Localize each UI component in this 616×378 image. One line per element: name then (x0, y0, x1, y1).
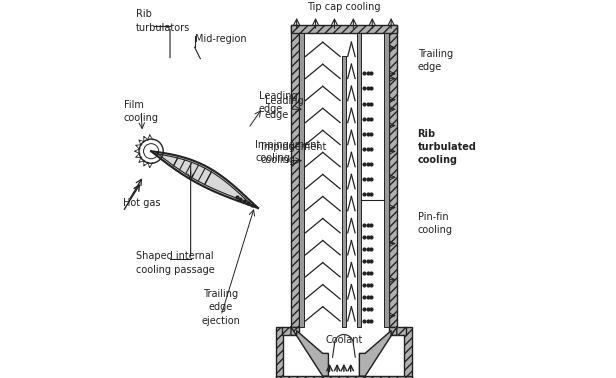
Text: Leading: Leading (264, 96, 303, 106)
Text: cooling: cooling (418, 155, 458, 165)
Text: edge: edge (259, 104, 283, 114)
Text: ejection: ejection (201, 316, 240, 325)
Text: cooling: cooling (255, 153, 290, 163)
Polygon shape (151, 151, 258, 208)
Text: edge: edge (264, 110, 289, 119)
Bar (276, 327, 283, 378)
Bar (299, 33, 304, 327)
Bar (291, 25, 397, 33)
Text: cooling passage: cooling passage (136, 265, 215, 274)
Text: Impingement: Impingement (261, 142, 326, 152)
Polygon shape (291, 327, 328, 376)
Text: cooling: cooling (261, 155, 296, 165)
Text: turbulators: turbulators (136, 23, 190, 33)
Bar (323, 376, 365, 378)
Bar (276, 376, 412, 378)
Text: Coolant: Coolant (325, 335, 363, 344)
Text: Trailing: Trailing (418, 49, 453, 59)
Text: Mid-region: Mid-region (195, 34, 246, 44)
Text: cooling: cooling (124, 113, 158, 123)
Text: Trailing: Trailing (203, 289, 238, 299)
Text: Leading: Leading (259, 91, 298, 101)
Text: cooling: cooling (418, 225, 453, 235)
Bar (357, 33, 361, 327)
Bar (404, 327, 412, 378)
Bar (282, 327, 299, 335)
Text: Impingement: Impingement (255, 140, 320, 150)
Text: Rib: Rib (136, 9, 152, 19)
Bar (384, 33, 389, 327)
Bar (342, 56, 346, 327)
Bar (389, 327, 407, 335)
Text: Shaped internal: Shaped internal (136, 251, 214, 261)
Text: Pin-fin: Pin-fin (418, 212, 448, 222)
Bar (389, 25, 397, 327)
Polygon shape (359, 327, 397, 376)
Text: Film: Film (124, 100, 144, 110)
Bar (291, 25, 299, 327)
Text: Tip cap cooling: Tip cap cooling (307, 2, 381, 12)
Text: edge: edge (418, 62, 442, 72)
Text: Hot gas: Hot gas (123, 198, 160, 208)
Text: edge: edge (209, 302, 233, 312)
Text: Rib: Rib (418, 129, 436, 138)
Text: turbulated: turbulated (418, 142, 477, 152)
